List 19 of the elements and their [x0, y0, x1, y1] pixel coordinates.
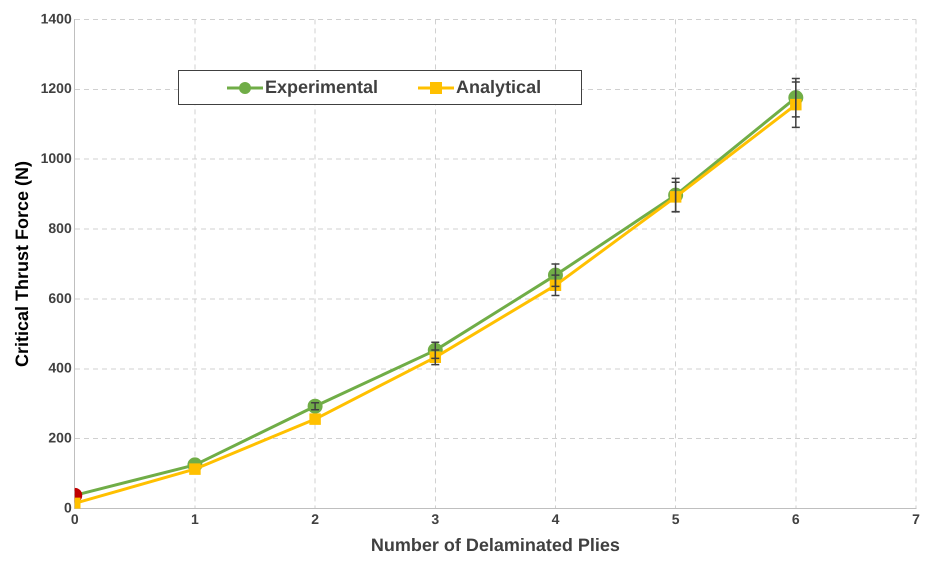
legend-label: Experimental — [265, 77, 378, 98]
x-tick-label: 1 — [191, 510, 200, 527]
y-tick-label: 800 — [48, 220, 72, 236]
x-axis-title: Number of Delaminated Plies — [370, 535, 620, 556]
x-tick-label: 3 — [431, 510, 440, 527]
x-tick-label: 5 — [672, 510, 680, 527]
x-tick-label: 7 — [912, 510, 920, 527]
x-tick-label: 4 — [552, 510, 560, 527]
legend-label: Analytical — [456, 77, 542, 98]
y-tick-label: 1200 — [40, 80, 72, 96]
y-tick-label: 200 — [48, 430, 72, 446]
x-tick-label: 6 — [792, 510, 800, 527]
y-axis-title: Critical Thrust Force (N) — [12, 160, 32, 368]
y-tick-label: 400 — [48, 360, 72, 376]
y-tick-label: 1400 — [40, 10, 72, 26]
y-tick-label: 0 — [64, 499, 72, 516]
y-tick-label: 600 — [48, 290, 72, 306]
y-tick-label: 1000 — [40, 150, 72, 166]
x-tick-label: 2 — [311, 510, 320, 527]
